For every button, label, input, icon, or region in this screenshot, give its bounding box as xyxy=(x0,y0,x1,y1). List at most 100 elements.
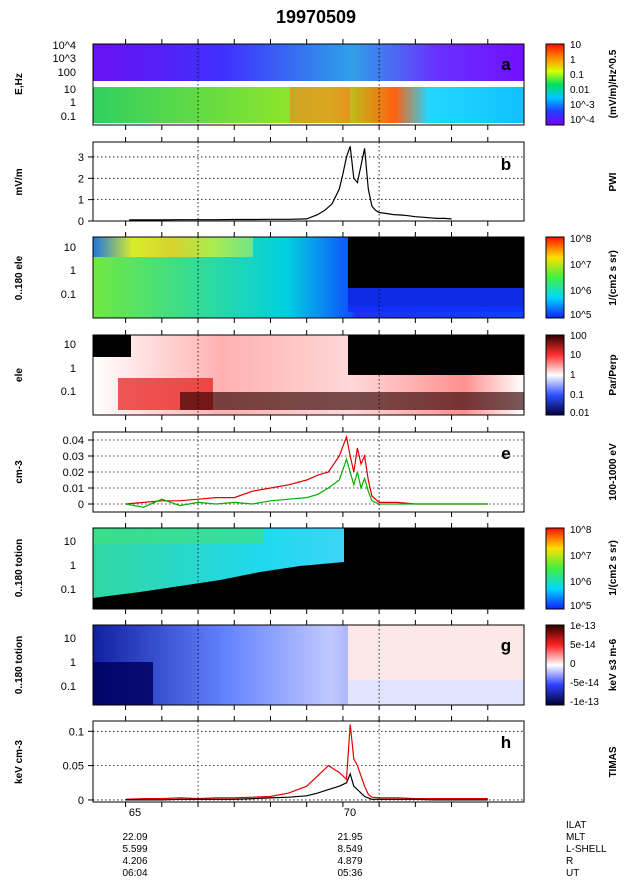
panel-c-letter: c xyxy=(501,246,510,265)
panel-f-cbar-tick: 10^6 xyxy=(570,577,592,588)
eph-label: R xyxy=(566,856,573,867)
panel-h-frame xyxy=(92,720,525,803)
panel-c-cbar-tick: 10^5 xyxy=(570,310,592,321)
panel-a-cbar-tick: 10^-3 xyxy=(570,100,595,111)
panel-a-cbar-tick: 0.1 xyxy=(570,70,584,81)
panel-d-dark-corner xyxy=(93,335,131,357)
panel-f-ytick: 0.1 xyxy=(61,584,76,596)
y-tick-label: 3 xyxy=(78,152,84,164)
panel-b-right-label: PWI xyxy=(608,172,619,191)
eph-col2: 05:36 xyxy=(337,868,362,879)
panel-e-letter: e xyxy=(501,444,510,463)
panel-f-cbar-tick: 10^8 xyxy=(570,525,592,536)
panel-b-frame xyxy=(92,141,525,222)
panel-f-ytick: 1 xyxy=(70,560,76,572)
panel-a-ytick: 1 xyxy=(70,97,76,109)
panel-a-cbar-tick: 10^-4 xyxy=(570,115,595,126)
panel-a-burst xyxy=(290,87,350,123)
panel-c-ytick: 0.1 xyxy=(61,289,76,301)
panel-g-ylabel: 0..180 totion xyxy=(14,636,25,694)
panel-g-cbar-tick: -1e-13 xyxy=(570,697,599,708)
panel-h-right-label: TIMAS xyxy=(608,746,619,777)
panel-c-high-energy-band xyxy=(93,237,253,257)
panel-h-letter: h xyxy=(501,733,511,752)
panel-d-ytick: 1 xyxy=(70,363,76,375)
y-tick-label: 0.02 xyxy=(63,467,84,479)
eph-label: ILAT xyxy=(566,820,586,831)
panel-a-spectrogram-high xyxy=(93,44,524,81)
y-tick-label: 0 xyxy=(78,499,84,511)
panel-h-ylabel: keV cm-3 xyxy=(14,740,25,784)
panel-g-cbar-tick: -5e-14 xyxy=(570,678,599,689)
ephemeris: 22.09 5.599 4.206 06:04 21.95 8.549 4.87… xyxy=(122,820,607,879)
panel-f-ylabel: 0..180 totion xyxy=(14,539,25,597)
series-line-red xyxy=(125,724,488,800)
panel-a-ytick: 10^4 xyxy=(52,40,76,52)
panel-a-ytick: 0.1 xyxy=(61,111,76,123)
panel-d-cbar-tick: 100 xyxy=(570,331,587,342)
panel-d-cbar-label: Par/Perp xyxy=(608,354,619,395)
panel-b-ylabel: mV/m xyxy=(14,168,25,195)
eph-col2: 8.549 xyxy=(337,844,362,855)
y-tick-label: 0 xyxy=(78,795,84,807)
panel-g-ytick: 1 xyxy=(70,657,76,669)
y-tick-label: 0.01 xyxy=(63,483,84,495)
panel-d-frame xyxy=(92,334,525,416)
panel-g-frame xyxy=(92,624,525,706)
series-line-black xyxy=(129,146,452,221)
panel-a-frame xyxy=(92,43,525,126)
panel-d-colorbar xyxy=(545,334,565,416)
panel-b-letter: b xyxy=(501,155,511,174)
panel-d-cbar-tick: 0.01 xyxy=(570,408,590,419)
panel-a-colorbar xyxy=(545,43,565,126)
panel-f-dark-lower xyxy=(93,528,524,609)
y-tick-label: 0 xyxy=(78,216,84,228)
panel-c-lowband xyxy=(348,288,524,312)
panel-a-ytick: 10 xyxy=(64,84,76,96)
panel-f-cbar-label: 1/(cm2 s sr) xyxy=(608,540,619,596)
figure-title: 19970509 xyxy=(276,7,356,27)
panel-f-cbar-tick: 10^7 xyxy=(570,551,592,562)
eph-col1: 4.206 xyxy=(122,856,147,867)
y-tick-label: 2 xyxy=(78,173,84,185)
panel-g-cbar-tick: 5e-14 xyxy=(570,640,596,651)
panel-b-plot: 3 2 1 0 xyxy=(78,146,524,228)
panel-e-frame xyxy=(92,431,525,513)
panel-g-right-lowband xyxy=(348,680,524,705)
eph-label: MLT xyxy=(566,832,585,843)
series-line-green xyxy=(125,457,488,508)
panel-g-cbar-label: keV s3 m-6 xyxy=(608,638,619,691)
panel-a: a E,Hz 10^4 10^3 100 10 1 0.1 10 1 0.1 0… xyxy=(14,40,619,126)
eph-col1: 22.09 xyxy=(122,832,147,843)
panel-a-ylabel: E,Hz xyxy=(14,73,25,95)
panel-d-lowband xyxy=(180,392,524,410)
panel-f-cbar-tick: 10^5 xyxy=(570,601,592,612)
panel-h-plot: 0.1 0.05 0 xyxy=(63,724,524,807)
panel-h: 0.1 0.05 0 h keV cm-3 TIMAS xyxy=(14,720,619,807)
panel-f-colorbar xyxy=(545,527,565,610)
panel-d-letter: d xyxy=(501,342,511,361)
panel-e-ylabel: cm-3 xyxy=(14,460,25,484)
panel-a-letter: a xyxy=(501,55,511,74)
y-tick-label: 1 xyxy=(78,195,84,207)
panel-d-dark-region xyxy=(348,335,524,375)
eph-label: UT xyxy=(566,868,579,879)
panel-a-cbar-label: (mV/m)/Hz^0.5 xyxy=(608,49,619,118)
panel-g: g 0..180 totion 10 1 0.1 1e-13 5e-14 0 -… xyxy=(14,621,619,708)
panel-c-ytick: 1 xyxy=(70,265,76,277)
eph-label: L-SHELL xyxy=(566,844,607,855)
panel-d-ytick: 10 xyxy=(64,339,76,351)
panel-c-cbar-tick: 10^8 xyxy=(570,234,592,245)
panel-g-cbar-tick: 1e-13 xyxy=(570,621,596,632)
y-tick-label: 0.1 xyxy=(69,726,84,738)
panel-c-cbar-label: 1/(cm2 s sr) xyxy=(608,250,619,306)
series-line-black xyxy=(125,772,488,801)
panel-d: d ele 10 1 0.1 100 10 1 0.1 0.01 Par/Per… xyxy=(14,331,619,419)
panel-a-ytick: 10^3 xyxy=(52,53,76,65)
x-gridlines xyxy=(125,39,489,807)
panel-d-cbar-tick: 1 xyxy=(570,370,576,381)
panel-c: c 0..180 ele 10 1 0.1 10^8 10^7 10^6 10^… xyxy=(14,234,619,321)
panel-c-colorbar xyxy=(545,236,565,319)
panel-g-ytick: 0.1 xyxy=(61,681,76,693)
